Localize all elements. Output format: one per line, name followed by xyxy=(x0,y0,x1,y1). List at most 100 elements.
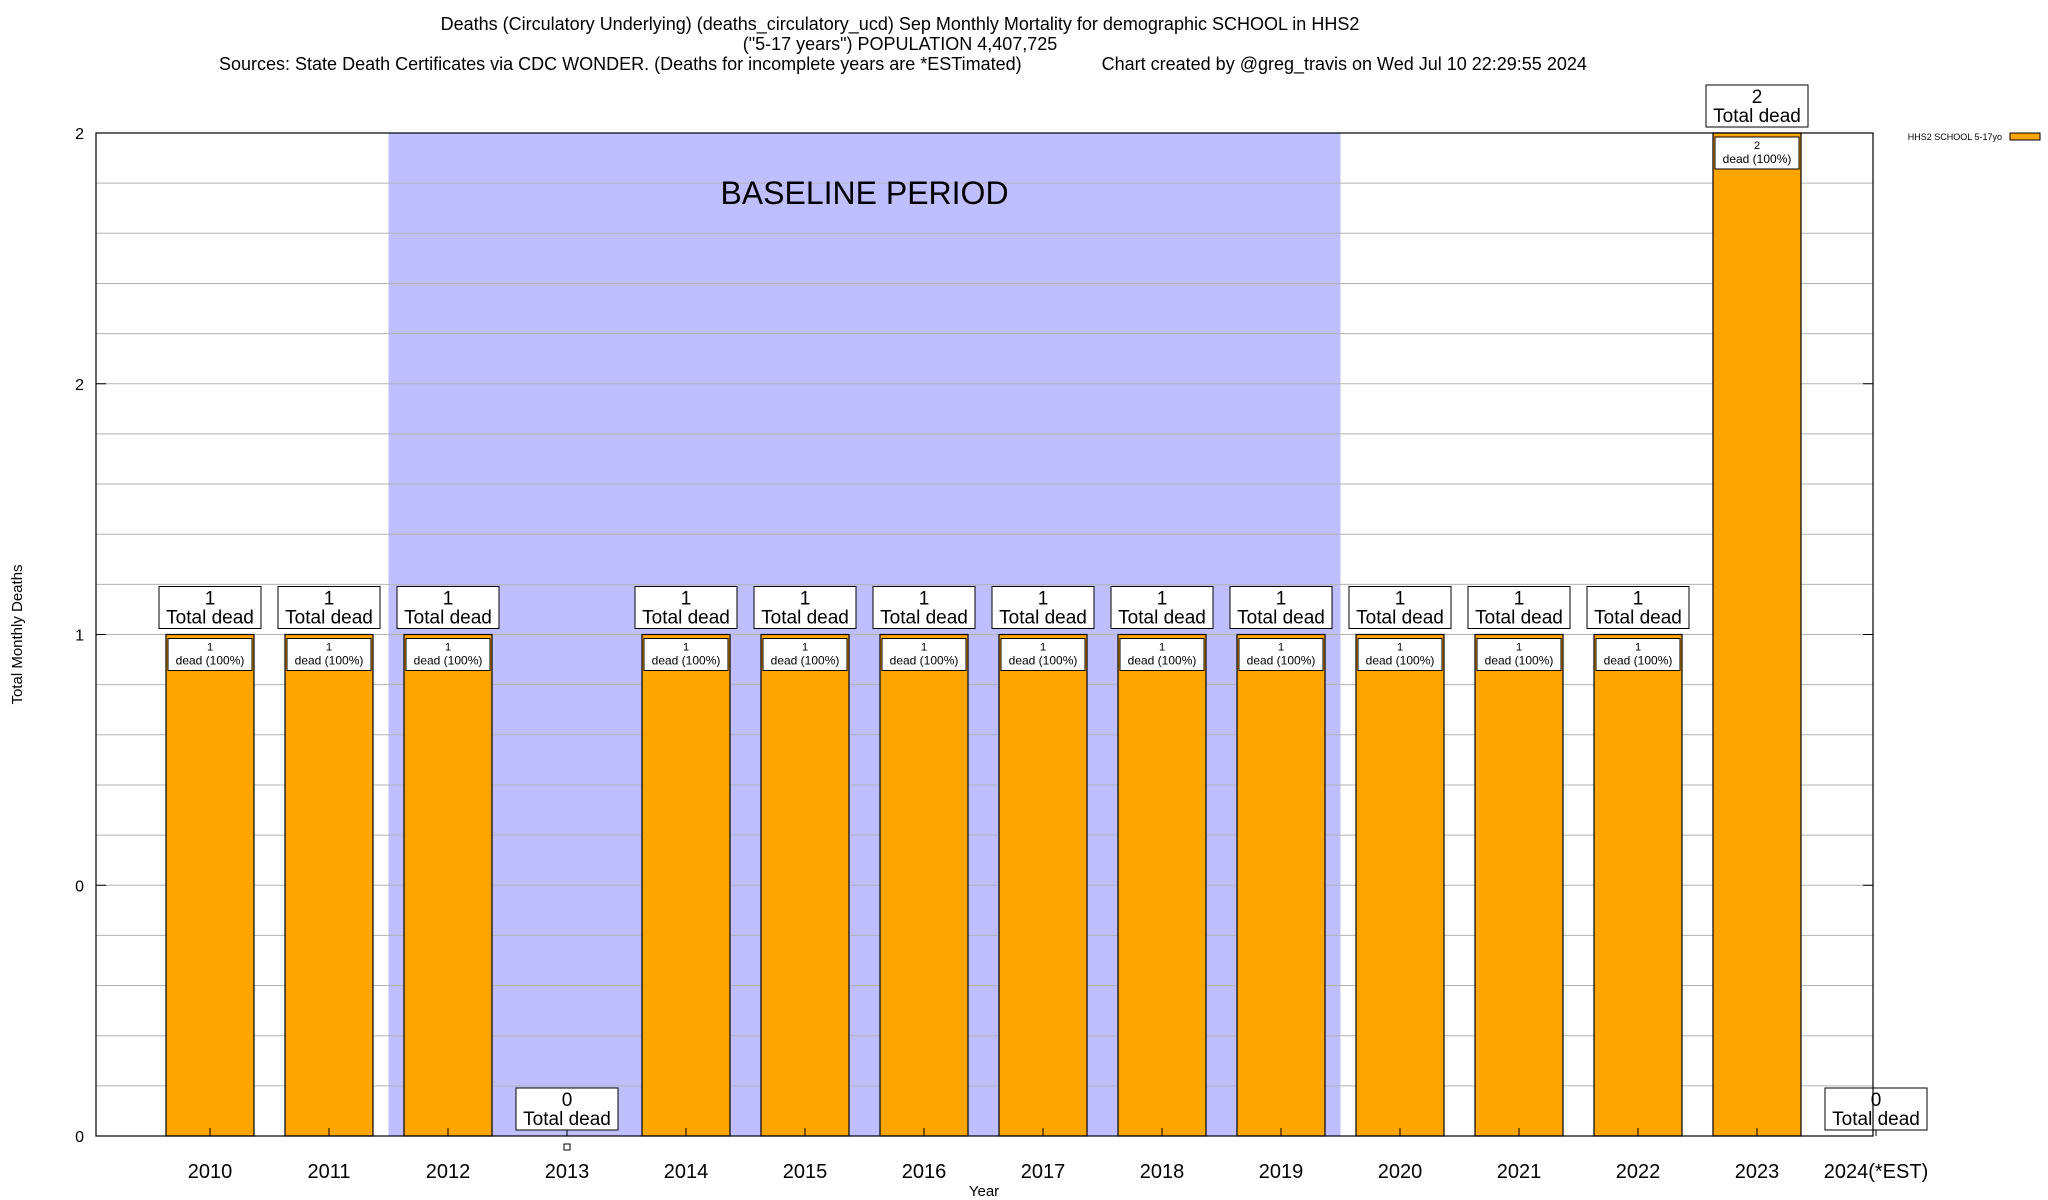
total-dead-value: 0 xyxy=(1871,1090,1882,1111)
x-tick-label: 2011 xyxy=(307,1161,350,1183)
inner-label-box xyxy=(405,638,491,671)
inner-label-box xyxy=(286,638,372,671)
bar xyxy=(998,633,1088,1137)
inner-label-box xyxy=(1000,638,1086,671)
total-dead-value: 1 xyxy=(1038,589,1049,610)
bar xyxy=(879,633,969,1137)
total-dead-box xyxy=(277,586,381,629)
x-tick-label: 2017 xyxy=(1021,1161,1066,1183)
total-dead-box xyxy=(158,586,262,629)
total-dead-box xyxy=(872,586,976,629)
y-tick-label: 2 xyxy=(75,377,84,394)
total-dead-label: Total dead xyxy=(642,608,730,629)
total-dead-box xyxy=(396,586,500,629)
bar xyxy=(1117,633,1207,1137)
bar xyxy=(165,633,255,1137)
inner-label-text: dead (100%) xyxy=(1604,654,1673,668)
total-dead-box xyxy=(1467,586,1571,629)
total-dead-label: Total dead xyxy=(166,608,254,629)
total-dead-label: Total dead xyxy=(1118,608,1206,629)
total-dead-box xyxy=(1586,586,1690,629)
total-dead-box xyxy=(1229,586,1333,629)
bar xyxy=(1593,633,1683,1137)
total-dead-value: 1 xyxy=(919,589,930,610)
plot-border xyxy=(95,132,1874,1137)
legend-label: HHS2 SCHOOL 5-17yo xyxy=(1908,132,2002,142)
total-dead-box xyxy=(1348,586,1452,629)
total-dead-box xyxy=(634,586,738,629)
inner-label-value: 1 xyxy=(683,642,689,654)
inner-label-value: 1 xyxy=(1040,642,1046,654)
bar xyxy=(403,633,493,1137)
total-dead-label: Total dead xyxy=(1832,1109,1920,1130)
inner-label-box xyxy=(1119,638,1205,671)
total-dead-label: Total dead xyxy=(761,608,849,629)
inner-label-text: dead (100%) xyxy=(890,654,959,668)
inner-label-box xyxy=(1595,638,1681,671)
inner-label-value: 1 xyxy=(445,642,451,654)
x-tick-label: 2018 xyxy=(1140,1161,1185,1183)
bar xyxy=(284,633,374,1137)
total-dead-label: Total dead xyxy=(1356,608,1444,629)
total-dead-value: 1 xyxy=(1395,589,1406,610)
y-axis-label: Total Monthly Deaths xyxy=(9,564,26,704)
total-dead-label: Total dead xyxy=(404,608,492,629)
inner-label-box xyxy=(1238,638,1324,671)
inner-label-value: 1 xyxy=(921,642,927,654)
total-dead-box xyxy=(753,586,857,629)
inner-label-text: dead (100%) xyxy=(1366,654,1435,668)
total-dead-value: 1 xyxy=(681,589,692,610)
total-dead-value: 1 xyxy=(800,589,811,610)
total-dead-label: Total dead xyxy=(1713,106,1801,127)
inner-label-box xyxy=(762,638,848,671)
y-tick-label: 2 xyxy=(75,126,84,143)
y-tick-label: 0 xyxy=(75,1129,84,1146)
bar xyxy=(1474,633,1564,1137)
total-dead-value: 1 xyxy=(1514,589,1525,610)
inner-label-box xyxy=(167,638,253,671)
total-dead-label: Total dead xyxy=(1475,608,1563,629)
chart-title-line3: Sources: State Death Certificates via CD… xyxy=(219,54,1587,74)
inner-label-text: dead (100%) xyxy=(1247,654,1316,668)
x-tick-label: 2020 xyxy=(1378,1161,1423,1183)
inner-label-value: 1 xyxy=(326,642,332,654)
legend-swatch xyxy=(2009,132,2041,141)
x-tick-label: 2010 xyxy=(188,1161,233,1183)
inner-label-value: 1 xyxy=(1278,642,1284,654)
x-tick-label: 2013 xyxy=(545,1161,590,1183)
inner-label-text: dead (100%) xyxy=(176,654,245,668)
inner-label-value: 1 xyxy=(1516,642,1522,654)
total-dead-box xyxy=(1110,586,1214,629)
total-dead-box xyxy=(1824,1087,1928,1131)
total-dead-box xyxy=(991,586,1095,629)
y-tick-label: 1 xyxy=(75,628,84,645)
total-dead-box xyxy=(1705,84,1809,128)
bar xyxy=(641,633,731,1137)
inner-label-text: dead (100%) xyxy=(1128,654,1197,668)
x-tick-label: 2019 xyxy=(1259,1161,1304,1183)
y-tick-label: 0 xyxy=(75,878,84,895)
x-tick-label: 2016 xyxy=(902,1161,947,1183)
inner-label-text: dead (100%) xyxy=(414,654,483,668)
total-dead-value: 1 xyxy=(205,589,216,610)
total-dead-value: 1 xyxy=(1633,589,1644,610)
chart-title-line1: Deaths (Circulatory Underlying) (deaths_… xyxy=(440,14,1360,34)
total-dead-value: 1 xyxy=(443,589,454,610)
total-dead-box xyxy=(515,1087,619,1131)
inner-label-value: 1 xyxy=(1635,642,1641,654)
inner-label-value: 1 xyxy=(1397,642,1403,654)
x-tick-label: 2021 xyxy=(1497,1161,1542,1183)
inner-label-text: dead (100%) xyxy=(1485,654,1554,668)
inner-label-box xyxy=(1357,638,1443,671)
bar xyxy=(1236,633,1326,1137)
x-axis-label: Year xyxy=(969,1183,999,1200)
bar xyxy=(1712,132,1802,1137)
total-dead-label: Total dead xyxy=(1237,608,1325,629)
x-tick-label: 2022 xyxy=(1616,1161,1661,1183)
zero-marker xyxy=(563,1143,571,1151)
inner-label-text: dead (100%) xyxy=(295,654,364,668)
inner-label-value: 2 xyxy=(1754,140,1760,152)
x-tick-label: 2014 xyxy=(664,1161,709,1183)
inner-label-text: dead (100%) xyxy=(771,654,840,668)
